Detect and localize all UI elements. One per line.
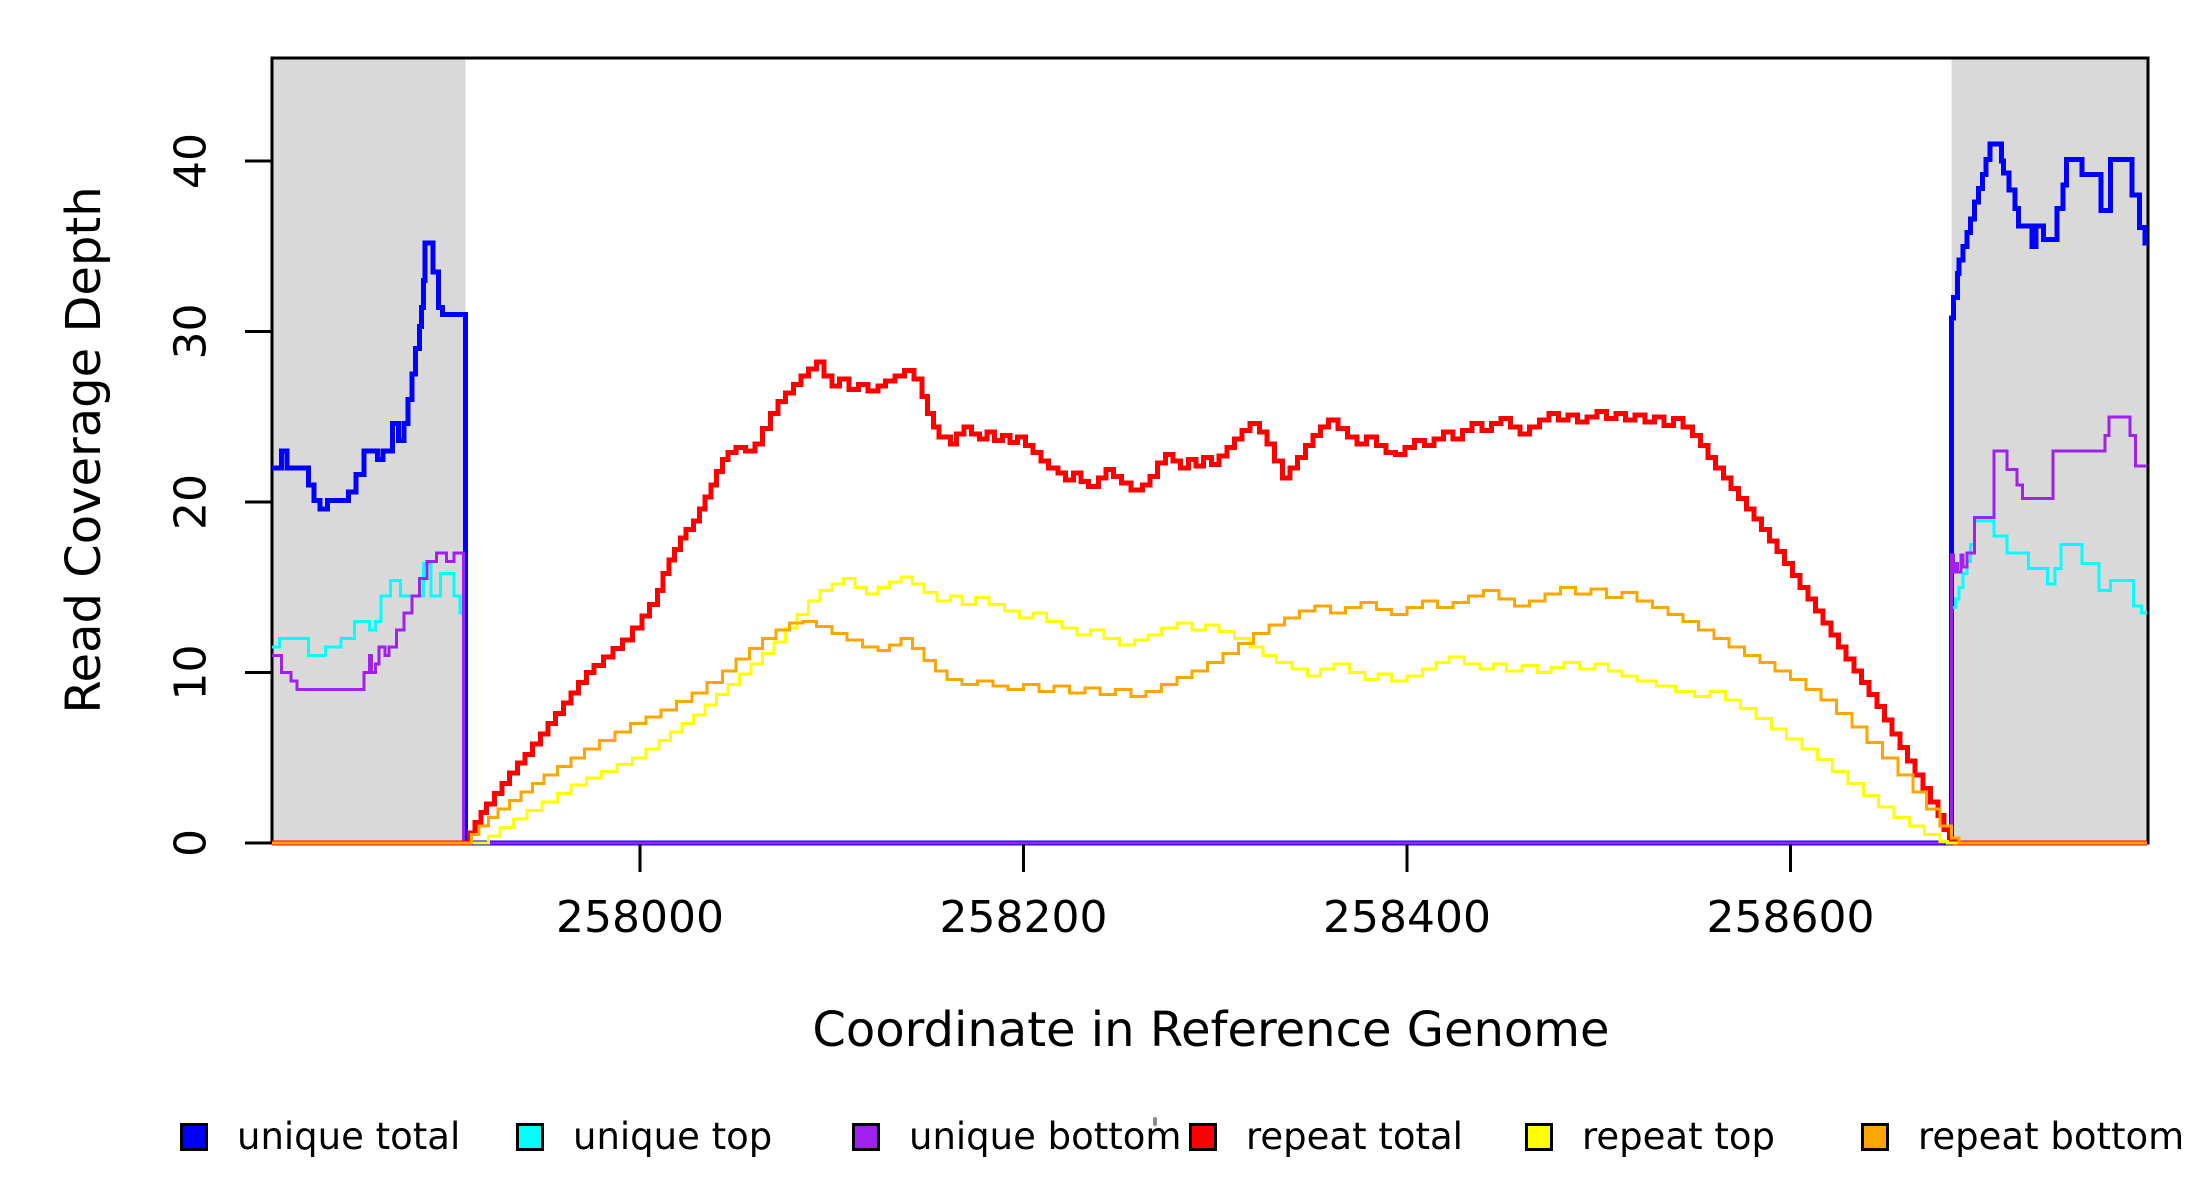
legend-item-label: repeat total (1246, 1115, 1463, 1158)
legend-item-label: unique bottom (909, 1115, 1182, 1158)
legend-swatch-icon (852, 1123, 880, 1151)
legend: unique total unique top unique bottom repea… (0, 1112, 2200, 1172)
y-tick-label: 30 (166, 304, 217, 360)
legend-item-label: repeat bottom (1918, 1115, 2185, 1158)
legend-swatch-icon (1525, 1123, 1553, 1151)
series-unique-bottom-line (271, 415, 2148, 845)
y-tick-label: 20 (166, 474, 217, 530)
legend-item-unique-bottom: unique bottom (852, 1112, 1181, 1162)
x-tick-label: 258400 (1323, 892, 1491, 943)
series-unique-total-line (271, 141, 2148, 846)
stray-mark (1153, 1117, 1157, 1126)
legend-item-unique-top: unique top (516, 1112, 772, 1162)
y-tick-label: 40 (166, 133, 217, 189)
legend-item-label: repeat top (1582, 1115, 1775, 1158)
x-tick-label: 258000 (556, 892, 724, 943)
legend-swatch-icon (1189, 1123, 1217, 1151)
legend-swatch-icon (180, 1123, 208, 1151)
x-tick-label: 258600 (1707, 892, 1875, 943)
legend-swatch-icon (516, 1123, 544, 1151)
series-repeat-total-line (271, 359, 2148, 846)
y-tick-label: 10 (166, 645, 217, 701)
x-tick-label: 258200 (940, 892, 1108, 943)
series-unique-top-line (271, 519, 2148, 845)
legend-item-label: unique top (573, 1115, 773, 1158)
legend-item-repeat-top: repeat top (1525, 1112, 1775, 1162)
x-axis-title: Coordinate in Reference Genome (812, 1002, 1610, 1058)
y-tick-label: 0 (166, 829, 217, 857)
y-axis-title: Read Coverage Depth (56, 186, 112, 714)
legend-item-repeat-total: repeat total (1189, 1112, 1463, 1162)
series-repeat-bottom-line (271, 585, 2148, 845)
legend-item-label: unique total (237, 1115, 461, 1158)
legend-item-repeat-bottom: repeat bottom (1861, 1112, 2184, 1162)
legend-item-unique-total: unique total (180, 1112, 460, 1162)
legend-swatch-icon (1861, 1123, 1889, 1151)
series-repeat-top-line (271, 575, 2148, 845)
